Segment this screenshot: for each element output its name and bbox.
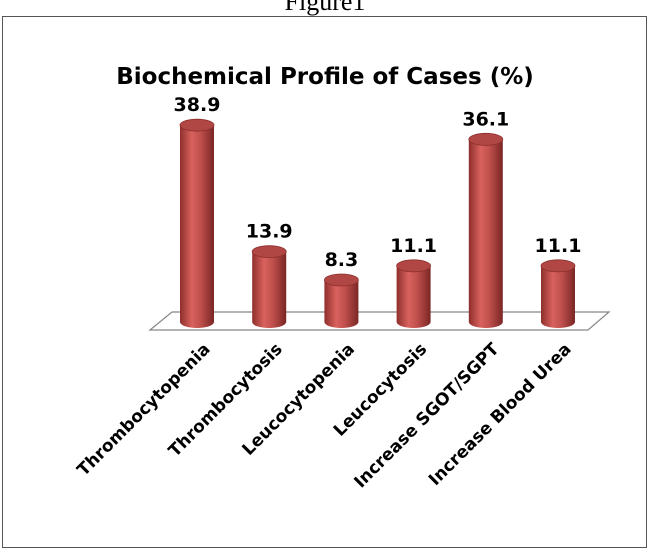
bar-top <box>540 259 576 273</box>
value-label: 36.1 <box>462 108 509 130</box>
bar-top <box>251 245 287 259</box>
value-label: 38.9 <box>174 94 221 116</box>
x-tick-label: Thrombocytopenia <box>74 339 215 480</box>
figure-caption: Figure1 <box>285 0 366 16</box>
bar <box>180 125 214 328</box>
bar-top <box>323 273 359 287</box>
chart-border <box>2 16 647 548</box>
bar-top <box>468 132 504 146</box>
bar <box>324 280 359 328</box>
bar <box>396 265 431 328</box>
value-label: 13.9 <box>246 221 293 243</box>
bar <box>468 139 503 328</box>
x-tick-label: Increase Blood Urea <box>425 339 576 490</box>
value-label: 11.1 <box>390 235 437 257</box>
bar <box>252 251 287 328</box>
value-label: 11.1 <box>535 235 582 257</box>
floor <box>148 311 611 331</box>
value-label: 8.3 <box>325 249 359 271</box>
bar-top <box>396 259 432 273</box>
bar <box>541 265 575 328</box>
x-tick-label: Increase SGOT/SGPT <box>350 339 503 492</box>
chart-title: Biochemical Profile of Cases (%) <box>116 64 534 90</box>
bar-top <box>179 118 215 132</box>
